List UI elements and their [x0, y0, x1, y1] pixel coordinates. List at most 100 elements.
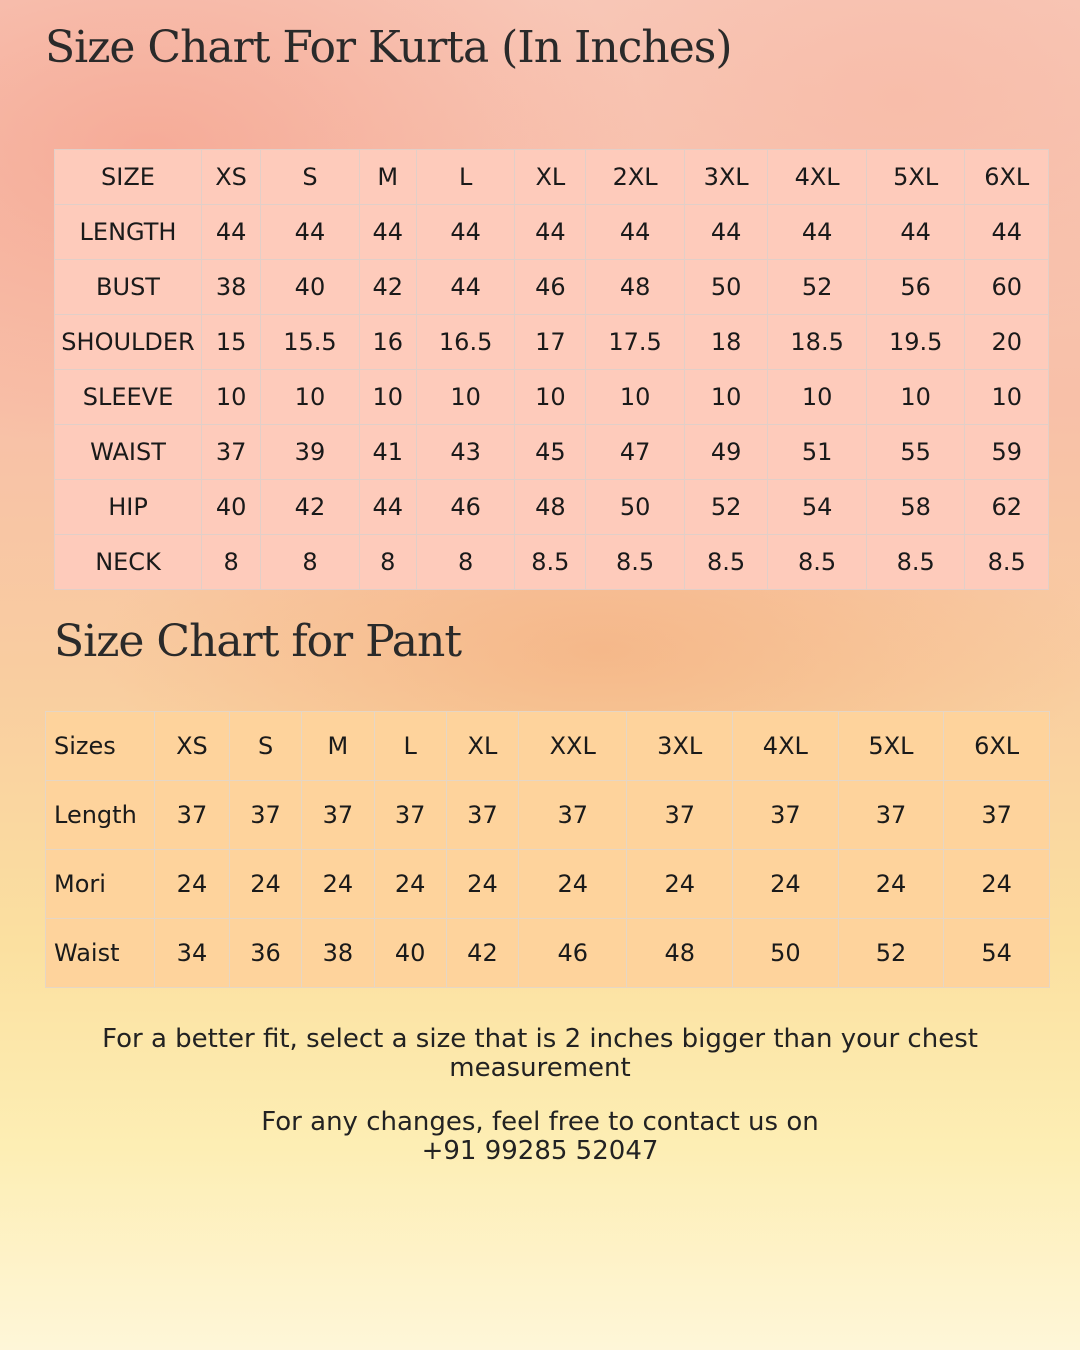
table-cell: 34	[154, 918, 230, 988]
table-cell: 37	[518, 780, 628, 850]
table-cell: 10	[415, 369, 516, 425]
table-cell: 49	[683, 424, 769, 480]
table-cell: 24	[732, 849, 839, 919]
table-cell: 3XL	[626, 711, 734, 781]
table-cell: 38	[301, 918, 375, 988]
row-label: Waist	[45, 918, 155, 988]
table-cell: 52	[683, 479, 769, 535]
table-cell: 3XL	[683, 149, 769, 205]
row-label: SIZE	[54, 149, 202, 205]
table-cell: 50	[585, 479, 685, 535]
table-cell: 43	[415, 424, 516, 480]
table-cell: 58	[865, 479, 966, 535]
pant-size-table: Sizes XS S M L XL XXL 3XL 4XL 5XL 6XL Length 37 37 37 3…	[45, 711, 1050, 988]
table-cell: 44	[683, 204, 769, 260]
table-cell: 48	[585, 259, 685, 315]
table-cell: 24	[837, 849, 945, 919]
table-cell: 8	[415, 534, 516, 590]
table-cell: 24	[445, 849, 520, 919]
table-cell: 10	[683, 369, 769, 425]
table-cell: XS	[200, 149, 262, 205]
table-cell: 40	[260, 259, 360, 315]
table-cell: 16	[358, 314, 417, 370]
table-cell: XL	[514, 149, 587, 205]
table-cell: 6XL	[943, 711, 1050, 781]
table-cell: 17	[514, 314, 587, 370]
table-cell: 24	[301, 849, 375, 919]
table-cell: 44	[767, 204, 867, 260]
row-label: Mori	[45, 849, 155, 919]
table-cell: 37	[837, 780, 945, 850]
table-cell: 8.5	[585, 534, 685, 590]
table-cell: XS	[154, 711, 230, 781]
table-cell: 4XL	[732, 711, 839, 781]
table-cell: 50	[732, 918, 839, 988]
table-cell: 41	[358, 424, 417, 480]
row-label: Sizes	[45, 711, 155, 781]
table-cell: 55	[865, 424, 966, 480]
table-row: Length 37 37 37 37 37 37 37 37 37 37	[45, 780, 1050, 850]
table-cell: 18.5	[767, 314, 867, 370]
table-cell: 37	[301, 780, 375, 850]
table-cell: S	[228, 711, 303, 781]
row-label: WAIST	[54, 424, 202, 480]
table-cell: 52	[767, 259, 867, 315]
table-cell: 50	[683, 259, 769, 315]
row-label: BUST	[54, 259, 202, 315]
table-cell: 37	[200, 424, 262, 480]
table-cell: 40	[373, 918, 447, 988]
table-row: BUST 38 40 42 44 46 48 50 52 56 60	[54, 259, 1049, 315]
table-cell: 54	[943, 918, 1050, 988]
table-row: Mori 24 24 24 24 24 24 24 24 24 24	[45, 849, 1050, 919]
row-label: Length	[45, 780, 155, 850]
table-cell: 46	[415, 479, 516, 535]
row-label: LENGTH	[54, 204, 202, 260]
table-row: LENGTH 44 44 44 44 44 44 44 44 44 44	[54, 204, 1049, 260]
table-row: WAIST 37 39 41 43 45 47 49 51 55 59	[54, 424, 1049, 480]
table-cell: 10	[585, 369, 685, 425]
table-row: HIP 40 42 44 46 48 50 52 54 58 62	[54, 479, 1049, 535]
table-cell: 10	[358, 369, 417, 425]
table-cell: 44	[358, 204, 417, 260]
table-cell: 8.5	[514, 534, 587, 590]
table-cell: 54	[767, 479, 867, 535]
table-cell: 48	[514, 479, 587, 535]
row-label: NECK	[54, 534, 202, 590]
table-cell: 8	[260, 534, 360, 590]
table-cell: 17.5	[585, 314, 685, 370]
table-cell: 47	[585, 424, 685, 480]
contact-line: For any changes, feel free to contact us…	[261, 1107, 819, 1137]
table-cell: 37	[445, 780, 520, 850]
table-cell: 10	[514, 369, 587, 425]
table-cell: 62	[964, 479, 1049, 535]
table-cell: 37	[626, 780, 734, 850]
table-cell: 37	[373, 780, 447, 850]
table-cell: 59	[964, 424, 1049, 480]
table-row: SHOULDER 15 15.5 16 16.5 17 17.5 18 18.5 19.5 20	[54, 314, 1049, 370]
table-cell: 4XL	[767, 149, 867, 205]
table-cell: 24	[626, 849, 734, 919]
table-cell: 37	[943, 780, 1050, 850]
contact-note: For any changes, feel free to contact us…	[0, 1108, 1080, 1166]
table-cell: 39	[260, 424, 360, 480]
table-cell: 2XL	[585, 149, 685, 205]
table-cell: 18	[683, 314, 769, 370]
table-cell: 8.5	[964, 534, 1049, 590]
kurta-chart-title: Size Chart For Kurta (In Inches)	[45, 22, 733, 73]
table-cell: 51	[767, 424, 867, 480]
table-cell: 56	[865, 259, 966, 315]
table-cell: XXL	[518, 711, 628, 781]
table-cell: 10	[865, 369, 966, 425]
table-cell: L	[373, 711, 447, 781]
table-cell: 20	[964, 314, 1049, 370]
table-cell: 37	[228, 780, 303, 850]
table-cell: 10	[767, 369, 867, 425]
table-cell: 38	[200, 259, 262, 315]
table-cell: 10	[200, 369, 262, 425]
header-row: Sizes XS S M L XL XXL 3XL 4XL 5XL 6XL	[45, 711, 1050, 781]
table-cell: L	[415, 149, 516, 205]
table-cell: 44	[964, 204, 1049, 260]
table-cell: 44	[415, 204, 516, 260]
table-row: Waist 34 36 38 40 42 46 48 50 52 54	[45, 918, 1050, 988]
table-cell: 44	[415, 259, 516, 315]
